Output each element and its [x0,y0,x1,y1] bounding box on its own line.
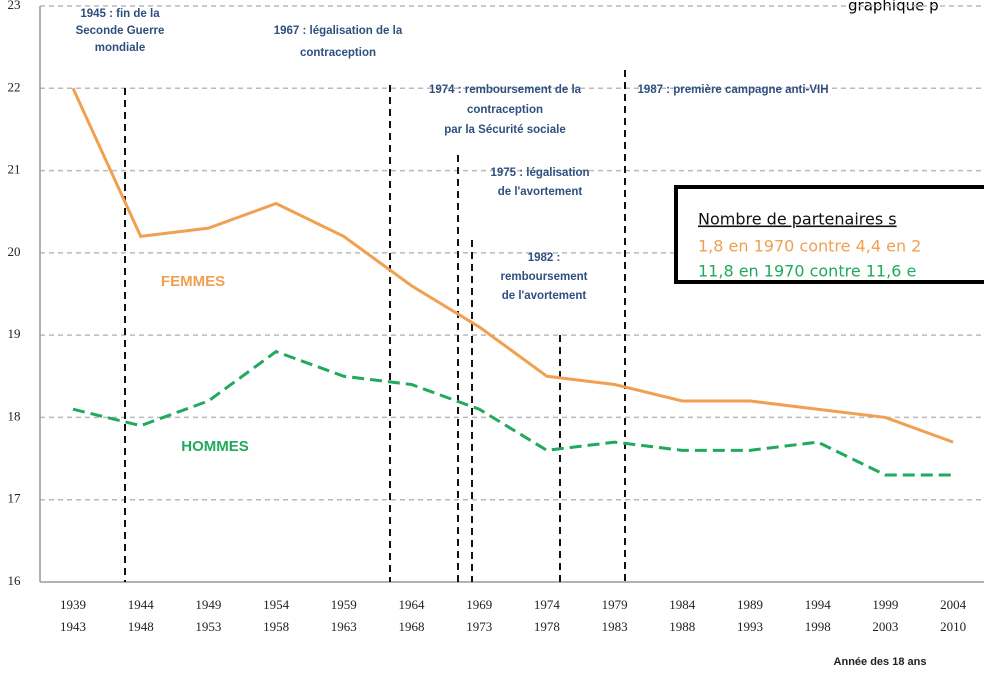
annotation: 1987 : première campagne anti-VIH [637,84,828,96]
annotation: mondiale [95,42,145,54]
x-tick-label: 1958 [263,619,289,634]
x-tick-label: 1993 [737,619,763,634]
annotation: par la Sécurité sociale [444,124,565,136]
x-tick-label: 1959 [331,597,357,612]
y-tick-label: 20 [8,244,21,259]
x-tick-label: 1968 [399,619,425,634]
x-tick-label: 2004 [940,597,967,612]
x-tick-label: 1999 [872,597,898,612]
annotation: remboursement [501,271,588,283]
x-tick-label: 1954 [263,597,290,612]
annotation: de l'avortement [498,186,583,198]
info-line: 1,8 en 1970 contre 4,4 en 2 [698,237,921,256]
series-label: FEMMES [161,273,225,290]
annotation: contraception [467,104,543,116]
header-text: graphique p [848,0,939,15]
x-tick-label: 1979 [602,597,628,612]
annotation: 1975 : légalisation [490,167,589,179]
annotation: de l'avortement [502,290,587,302]
x-tick-label: 1948 [128,619,154,634]
x-tick-label: 2003 [872,619,898,634]
x-tick-label: 1988 [669,619,695,634]
y-tick-label: 19 [8,326,21,341]
x-tick-label: 1969 [466,597,492,612]
info-line: 11,8 en 1970 contre 11,6 e [698,262,916,281]
series-label: HOMMES [181,438,249,455]
series-line [72,349,954,477]
x-tick-label: 1978 [534,619,560,634]
series-line [71,87,954,444]
x-tick-label: 1984 [669,597,696,612]
annotation: 1945 : fin de la [80,8,160,20]
x-tick-label: 1974 [534,597,561,612]
annotation: contraception [300,47,376,59]
y-tick-label: 21 [8,162,21,177]
x-axis-label: Année des 18 ans [834,656,927,668]
y-tick-label: 17 [8,491,22,506]
x-tick-label: 1989 [737,597,763,612]
x-tick-label: 1983 [602,619,628,634]
x-tick-label: 1943 [60,619,86,634]
x-tick-label: 1963 [331,619,357,634]
x-tick-label: 1964 [399,597,426,612]
x-tick-label: 1973 [466,619,492,634]
annotation: Seconde Guerre [76,25,165,37]
x-tick-label: 1953 [195,619,221,634]
x-tick-label: 2010 [940,619,966,634]
x-tick-label: 1949 [195,597,221,612]
x-tick-label: 1939 [60,597,86,612]
x-tick-label: 1944 [128,597,155,612]
x-tick-label: 1998 [805,619,831,634]
annotation: 1974 : remboursement de la [429,84,582,96]
y-tick-label: 16 [8,573,22,588]
annotation: 1982 : [528,252,561,264]
y-tick-label: 23 [8,0,21,12]
y-tick-label: 18 [8,408,21,423]
info-box [674,185,984,284]
x-tick-label: 1994 [805,597,832,612]
info-title: Nombre de partenaires s [698,210,897,229]
annotation: 1967 : légalisation de la [274,25,403,37]
y-tick-label: 22 [8,79,21,94]
